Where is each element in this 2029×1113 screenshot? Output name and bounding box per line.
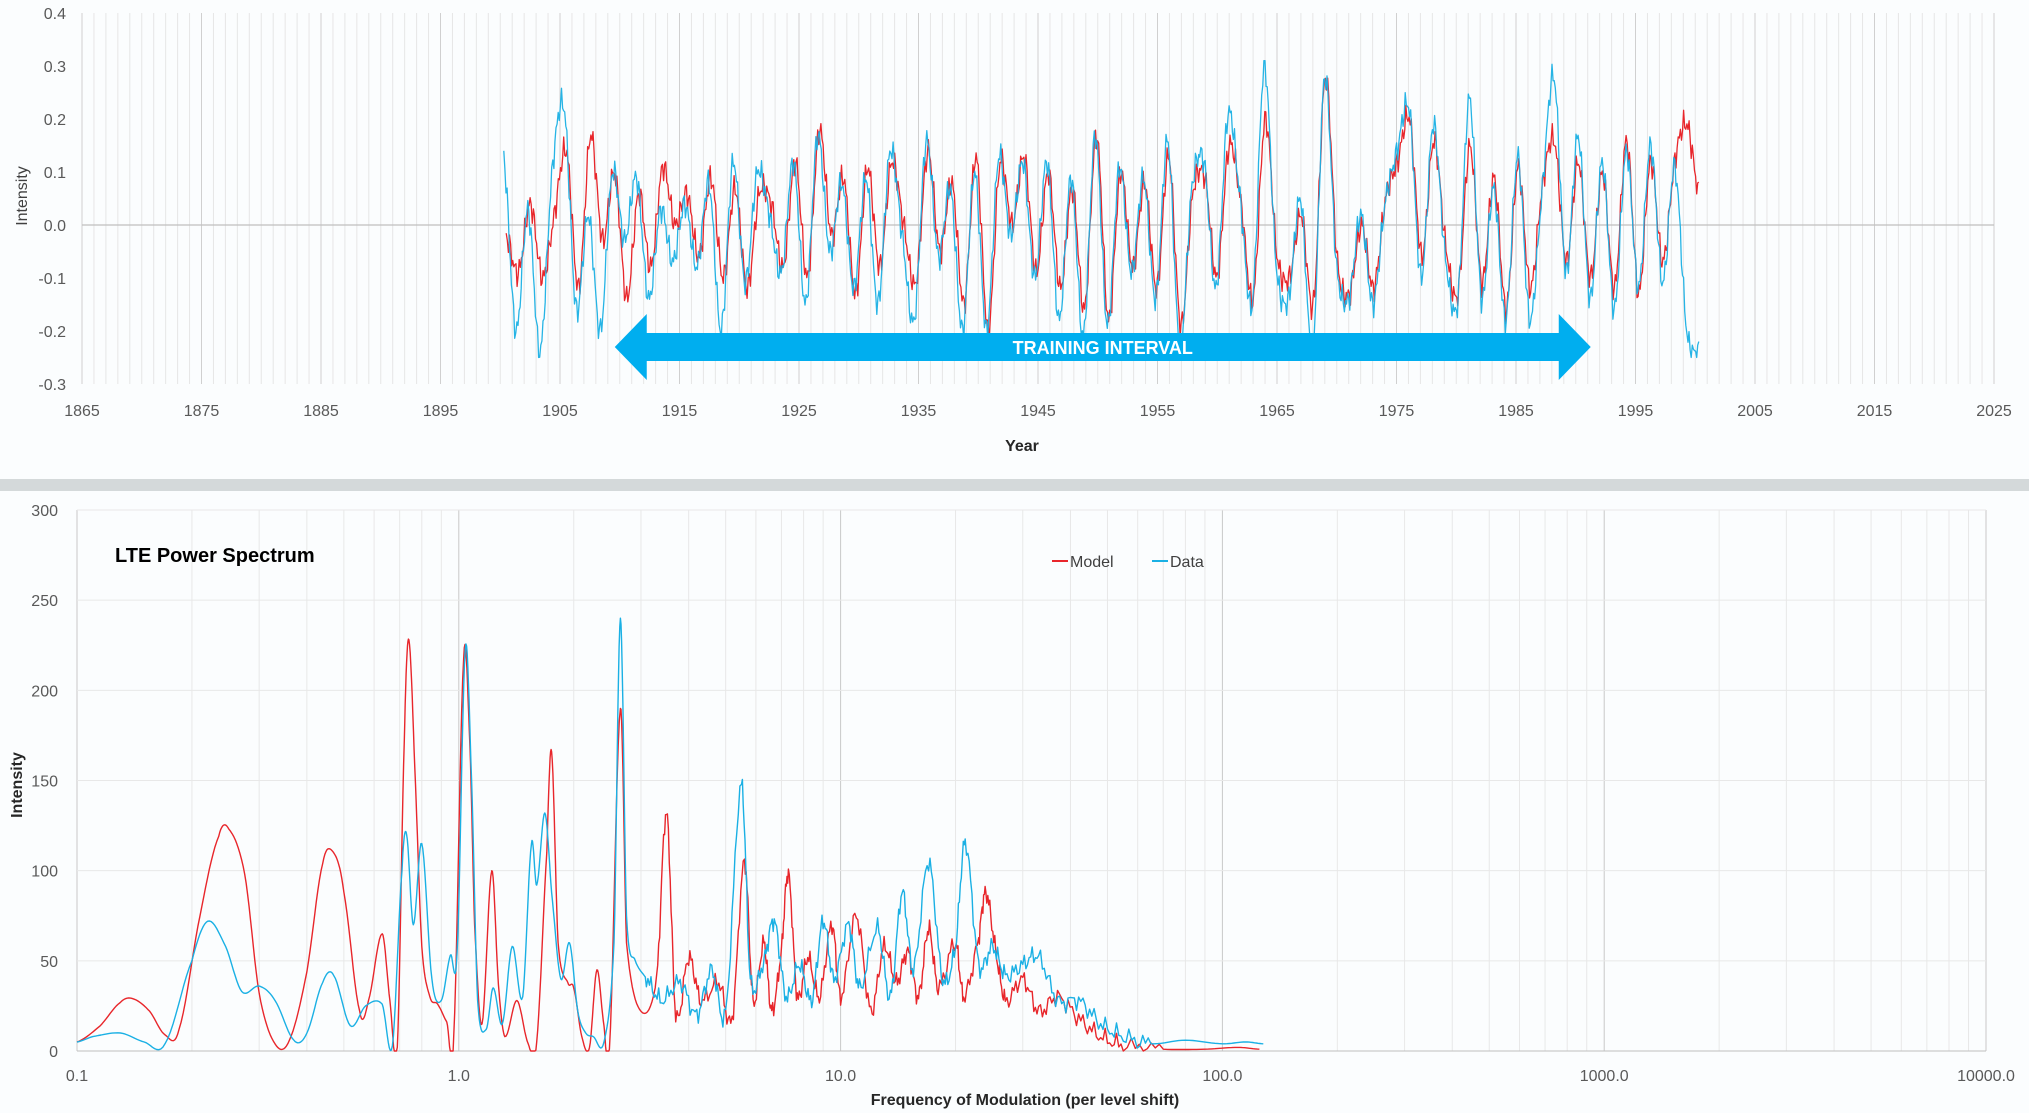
bottom-x-tick: 100.0 — [1202, 1068, 1242, 1085]
data-spectrum-line — [76, 617, 1264, 1052]
model-series-line — [505, 77, 1700, 342]
legend-data-label: Data — [1170, 554, 1204, 571]
top-x-tick-labels: 1865 1875 1885 1895 1905 1915 1925 1935 1945 1955… — [64, 403, 2012, 420]
top-x-tick: 1985 — [1498, 403, 1534, 420]
top-x-axis-title: Year — [1005, 438, 1039, 455]
top-y-tick: 0.0 — [44, 218, 66, 235]
top-x-tick: 1945 — [1020, 403, 1056, 420]
bottom-y-tick: 0 — [49, 1044, 58, 1061]
bottom-x-axis-title: Frequency of Modulation (per level shift… — [871, 1092, 1179, 1109]
bottom-y-tick: 200 — [31, 683, 58, 700]
top-y-tick: 0.4 — [44, 6, 66, 23]
top-x-tick: 1915 — [662, 403, 698, 420]
bottom-y-tick-labels: 300 250 200 150 100 50 0 — [31, 503, 58, 1061]
training-interval-label: TRAINING INTERVAL — [1013, 338, 1193, 358]
top-series-lines — [503, 60, 1700, 359]
top-x-tick: 2025 — [1976, 403, 2012, 420]
model-spectrum-line — [76, 638, 1260, 1052]
top-x-tick: 1965 — [1259, 403, 1295, 420]
spectrum-legend: Model Data — [1052, 554, 1204, 571]
top-x-tick: 2005 — [1737, 403, 1773, 420]
top-x-tick: 1895 — [423, 403, 459, 420]
panel-divider — [0, 479, 2029, 491]
top-x-tick: 1925 — [781, 403, 817, 420]
top-y-tick: 0.3 — [44, 59, 66, 76]
top-x-tick: 1955 — [1140, 403, 1176, 420]
top-y-axis-title: Intensity — [14, 166, 31, 226]
bottom-y-tick: 100 — [31, 864, 58, 881]
bottom-y-tick: 300 — [31, 503, 58, 520]
spectrum-chart-title: LTE Power Spectrum — [115, 545, 315, 567]
bottom-y-axis-title: Intensity — [9, 752, 26, 818]
top-gridlines — [81, 13, 1995, 384]
top-x-tick: 1885 — [303, 403, 339, 420]
data-series-line — [503, 60, 1700, 359]
top-y-tick: -0.2 — [38, 324, 66, 341]
top-y-tick: -0.3 — [38, 377, 66, 394]
bottom-series-lines — [76, 617, 1264, 1052]
legend-model-label: Model — [1070, 554, 1114, 571]
top-x-tick: 2015 — [1857, 403, 1893, 420]
top-x-tick: 1905 — [542, 403, 578, 420]
top-y-tick-labels: 0.4 0.3 0.2 0.1 0.0 -0.1 -0.2 -0.3 — [38, 6, 66, 394]
bottom-x-tick: 10000.0 — [1957, 1068, 2015, 1085]
bottom-y-tick: 250 — [31, 593, 58, 610]
bottom-gridlines — [76, 509, 1987, 1052]
top-x-tick: 1865 — [64, 403, 100, 420]
training-interval-banner: TRAINING INTERVAL — [614, 314, 1591, 380]
bottom-y-tick: 150 — [31, 774, 58, 791]
bottom-x-tick: 1.0 — [448, 1068, 470, 1085]
training-interval-arrow — [614, 314, 1591, 380]
top-x-tick: 1935 — [901, 403, 937, 420]
top-x-tick: 1975 — [1379, 403, 1415, 420]
bottom-x-tick: 0.1 — [66, 1068, 88, 1085]
bottom-x-tick-labels: 0.1 1.0 10.0 100.0 1000.0 10000.0 — [66, 1068, 2015, 1085]
top-x-tick: 1995 — [1618, 403, 1654, 420]
bottom-x-tick: 10.0 — [825, 1068, 856, 1085]
bottom-x-tick: 1000.0 — [1580, 1068, 1629, 1085]
top-y-tick: -0.1 — [38, 271, 66, 288]
bottom-y-tick: 50 — [40, 954, 58, 971]
top-x-tick: 1875 — [184, 403, 220, 420]
intensity-time-series-chart: 0.4 0.3 0.2 0.1 0.0 -0.1 -0.2 -0.3 1865 1875 1885… — [14, 6, 2012, 455]
top-y-tick: 0.2 — [44, 112, 66, 129]
top-y-tick: 0.1 — [44, 165, 66, 182]
